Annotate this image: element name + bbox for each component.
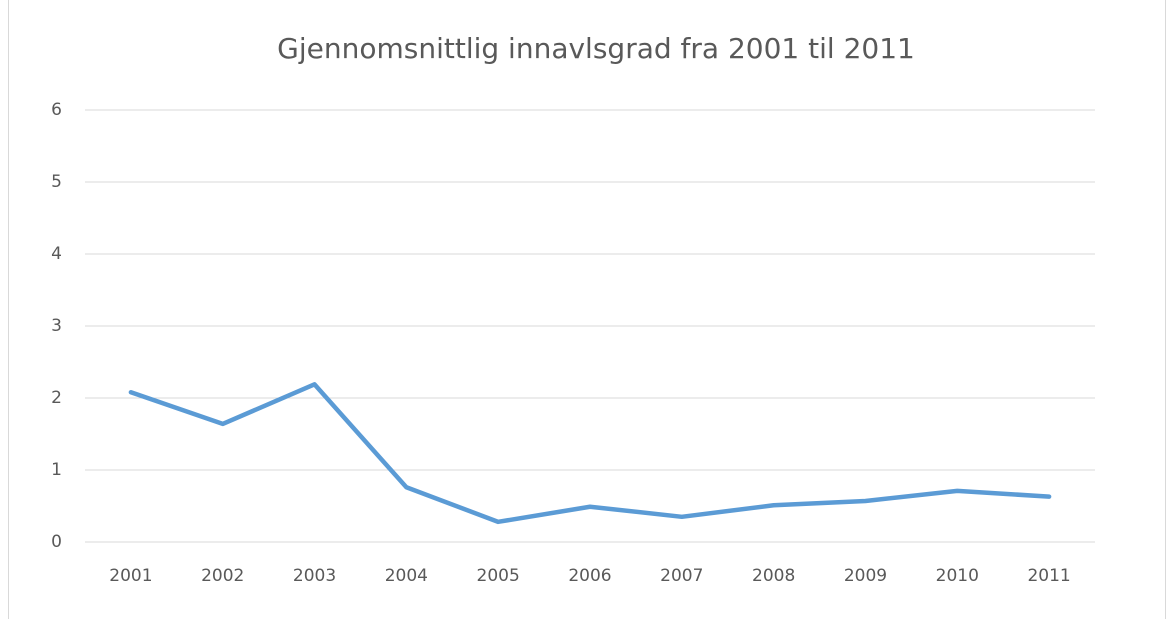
x-tick-label: 2008 bbox=[752, 566, 795, 586]
y-tick-label: 6 bbox=[51, 100, 62, 120]
y-tick-label: 4 bbox=[51, 244, 62, 264]
x-tick-label: 2005 bbox=[477, 566, 520, 586]
series-line bbox=[128, 382, 1052, 525]
x-tick-label: 2004 bbox=[385, 566, 428, 586]
x-tick-label: 2003 bbox=[293, 566, 336, 586]
x-tick-label: 2009 bbox=[844, 566, 887, 586]
x-tick-label: 2002 bbox=[201, 566, 244, 586]
y-tick-label: 5 bbox=[51, 172, 62, 192]
x-tick-label: 2006 bbox=[568, 566, 611, 586]
y-tick-label: 3 bbox=[51, 316, 62, 336]
y-tick-label: 0 bbox=[51, 532, 62, 552]
y-tick-label: 1 bbox=[51, 460, 62, 480]
x-tick-label: 2010 bbox=[936, 566, 979, 586]
x-tick-label: 2007 bbox=[660, 566, 703, 586]
y-tick-label: 2 bbox=[51, 388, 62, 408]
x-tick-label: 2011 bbox=[1027, 566, 1070, 586]
chart-title: Gjennomsnittlig innavlsgrad fra 2001 til… bbox=[277, 32, 915, 65]
x-tick-label: 2001 bbox=[109, 566, 152, 586]
